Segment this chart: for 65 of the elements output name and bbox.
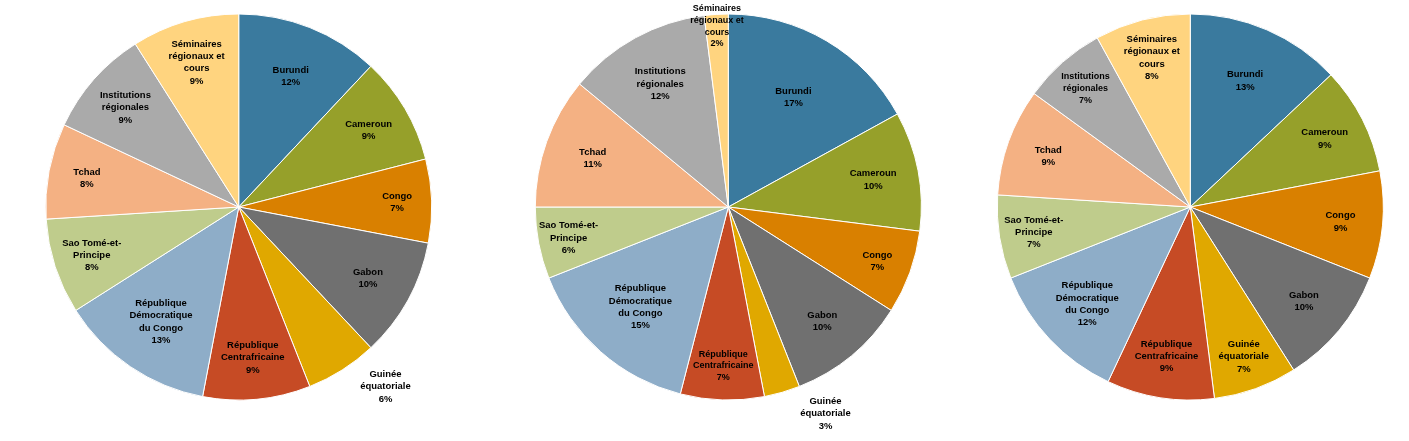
- data-label: 9%: [1041, 156, 1056, 168]
- slice-label: Guinée équatoriale: [360, 367, 411, 392]
- slice-label: Congo: [382, 190, 413, 202]
- slice-label: Burundi: [1227, 68, 1264, 80]
- data-label: 6%: [561, 243, 577, 255]
- data-label: 17%: [783, 97, 804, 109]
- slice-label: Burundi: [272, 63, 309, 75]
- data-label: 10%: [358, 278, 378, 290]
- slice-label: Gabon: [1288, 288, 1320, 300]
- slice-label: Cameroun: [345, 118, 393, 130]
- slice-label: Cameroun: [849, 167, 897, 179]
- data-label: 7%: [1026, 238, 1042, 250]
- data-label: 9%: [189, 74, 205, 86]
- data-label: 15%: [630, 319, 651, 331]
- slice-label: Guinée équatoriale: [800, 395, 851, 419]
- slice-label: République Démocratique du Congo: [1055, 279, 1119, 315]
- data-label: 9%: [1159, 362, 1174, 374]
- data-label: 13%: [151, 333, 172, 345]
- data-label: 12%: [1077, 316, 1098, 328]
- slice-label: Congo: [1325, 209, 1356, 221]
- data-label: 10%: [1294, 301, 1314, 313]
- data-label: 9%: [361, 130, 377, 142]
- data-label: 8%: [80, 178, 95, 190]
- slice-label: Congo: [862, 248, 893, 260]
- slice-label: République Centrafricaine: [693, 348, 754, 371]
- slice-label: Tchad: [1034, 143, 1063, 155]
- slice-label: Séminaires régionaux et cours: [1123, 33, 1181, 69]
- data-label: 9%: [1333, 221, 1348, 233]
- slice-label: Burundi: [775, 84, 812, 96]
- data-label: 9%: [245, 363, 261, 375]
- data-label: 10%: [863, 179, 884, 191]
- data-label: 9%: [118, 113, 133, 125]
- slice-label: Guinée équatoriale: [1218, 337, 1270, 362]
- data-label: 6%: [378, 392, 393, 404]
- data-label: 12%: [281, 76, 301, 88]
- data-label: 7%: [1078, 94, 1092, 105]
- data-label: 8%: [1144, 69, 1160, 81]
- data-label: 11%: [583, 158, 603, 170]
- data-label: 7%: [390, 202, 405, 214]
- slice-label: Tchad: [73, 166, 101, 178]
- slice-label: Sao Tomé-et-Principe: [539, 219, 599, 243]
- data-label: 10%: [812, 320, 833, 332]
- data-label: 12%: [650, 89, 671, 101]
- slice-label: Séminaires régionaux et cours: [168, 37, 226, 74]
- slice-label: Tchad: [579, 146, 607, 158]
- slice-label: Sao Tomé-et-Principe: [1004, 213, 1064, 237]
- data-label: 9%: [1317, 138, 1333, 150]
- slice-label: République Démocratique du Congo: [129, 296, 193, 333]
- data-label: 7%: [1236, 362, 1252, 374]
- data-label: 3%: [818, 419, 833, 431]
- slice-label: Cameroun: [1301, 126, 1349, 138]
- slice-label: Institutions régionales: [99, 89, 151, 113]
- slice-label: République Démocratique du Congo: [608, 282, 672, 318]
- slice-label: Institutions régionales: [634, 65, 686, 89]
- data-label: 13%: [1235, 80, 1256, 92]
- slice-label: Gabon: [352, 266, 384, 278]
- slice-label: République Centrafricaine: [1134, 337, 1199, 362]
- slice-label: Institutions régionales: [1061, 71, 1110, 94]
- slice-label: Sao Tomé-et-Principe: [62, 236, 122, 260]
- data-label: 7%: [870, 260, 885, 272]
- data-label: 8%: [84, 261, 100, 273]
- data-label: 2%: [710, 38, 724, 49]
- slice-label: Gabon: [807, 308, 838, 320]
- data-label: 7%: [716, 372, 730, 383]
- slice-label: République Centrafricaine: [221, 339, 285, 363]
